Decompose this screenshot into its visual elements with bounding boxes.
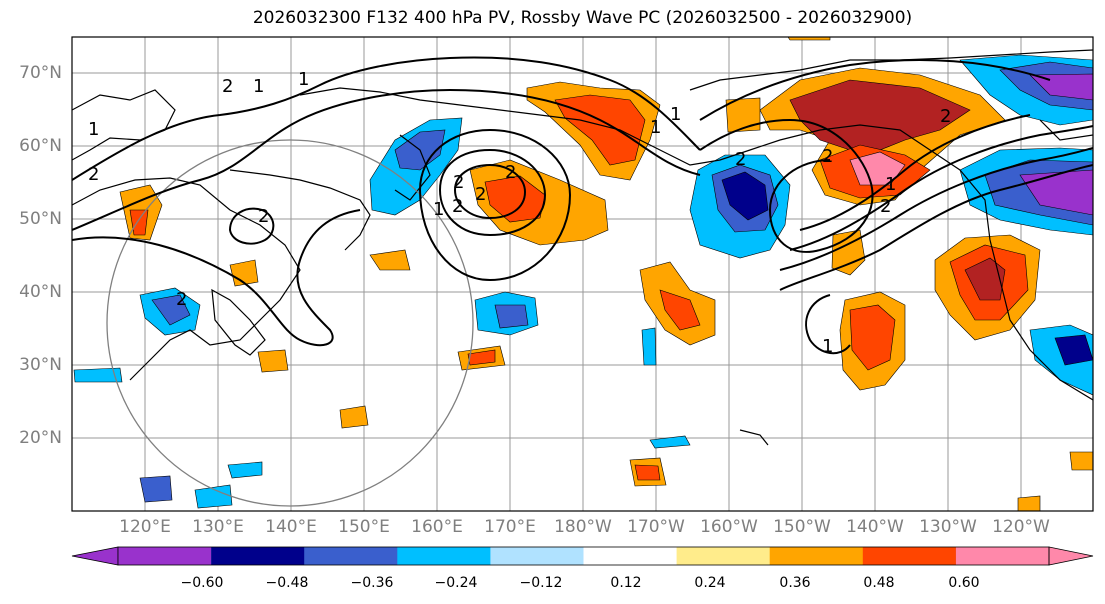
colorbar-extension-high (1048, 546, 1094, 566)
pv-contours (72, 56, 1093, 355)
colorbar-tick-label: 0.24 (694, 575, 726, 591)
colorbar-swatch (490, 547, 584, 565)
lon-label: 170°W (627, 517, 685, 537)
lon-label: 150°W (773, 517, 831, 537)
contour-label: 2 (88, 164, 99, 185)
contour-label: 1 (885, 174, 896, 195)
contour-label: 1 (822, 336, 833, 357)
map-title: 2026032300 F132 400 hPa PV, Rossby Wave … (252, 8, 913, 28)
lon-label: 150°E (338, 517, 390, 537)
colorbar-tick-label: −0.60 (180, 575, 224, 591)
colorbar-tick-label: 0.36 (779, 575, 811, 591)
contour-label: 2 (735, 149, 746, 170)
radius-circle (106, 139, 474, 507)
coastlines (72, 49, 1093, 446)
contour-label: 1 (650, 117, 661, 138)
colorbar (71, 546, 1094, 566)
colorbar-swatch (304, 547, 398, 565)
colorbar-swatch (397, 547, 491, 565)
contour-label: 2 (452, 196, 463, 217)
plot-frame (71, 36, 1094, 512)
lat-label: 20°N (19, 428, 62, 448)
contour-label: 1 (253, 76, 264, 97)
colorbar-swatch (955, 547, 1049, 565)
contour-label: 2 (822, 146, 833, 167)
lon-label: 140°E (265, 517, 317, 537)
lon-label: 130°E (192, 517, 244, 537)
colorbar-outline (117, 546, 1050, 566)
lat-label: 60°N (19, 136, 62, 156)
contour-label: 1 (298, 69, 309, 90)
contour-label: 2 (176, 289, 187, 310)
colorbar-tick-label: 0.12 (610, 575, 642, 591)
colorbar-tick-label: −0.24 (434, 575, 478, 591)
contour-label: 1 (433, 199, 444, 220)
colorbar-swatch (583, 547, 678, 565)
lon-label: 180°W (554, 517, 612, 537)
contour-label: 2 (475, 184, 486, 205)
colorbar-tick-label: −0.36 (350, 575, 394, 591)
contour-label: 2 (222, 76, 233, 97)
contour-label: 2 (453, 172, 464, 193)
lat-label: 30°N (19, 355, 62, 375)
lon-label: 170°E (484, 517, 536, 537)
colorbar-tick-label: 0.60 (948, 575, 980, 591)
colorbar-swatch (862, 547, 957, 565)
contour-label: 2 (258, 206, 269, 227)
lon-label: 120°E (119, 517, 171, 537)
contour-label: 2 (940, 106, 951, 127)
contour-label: 1 (670, 104, 681, 125)
contour-label: 1 (88, 119, 99, 140)
contour-label: 2 (505, 162, 516, 183)
colorbar-extension-low (71, 546, 119, 566)
lat-label: 40°N (19, 282, 62, 302)
lat-label: 70°N (19, 63, 62, 83)
lon-label: 160°W (700, 517, 758, 537)
lat-label: 50°N (19, 209, 62, 229)
colorbar-swatch (211, 547, 305, 565)
colorbar-tick-label: −0.12 (519, 575, 563, 591)
colorbar-swatch (676, 547, 771, 565)
colorbar-swatch (769, 547, 864, 565)
contour-label: 2 (880, 196, 891, 217)
lon-label: 120°W (992, 517, 1050, 537)
colorbar-tick-label: −0.48 (265, 575, 309, 591)
colorbar-swatch (118, 547, 212, 565)
colorbar-tick-label: 0.48 (863, 575, 895, 591)
contour-labels: 1 2 2 1 2 1 2 2 2 1 1 2 2 1 2 1 2 1 2 2 (88, 69, 951, 357)
lon-label: 160°E (411, 517, 463, 537)
lon-label: 140°W (846, 517, 904, 537)
lon-label: 130°W (919, 517, 977, 537)
